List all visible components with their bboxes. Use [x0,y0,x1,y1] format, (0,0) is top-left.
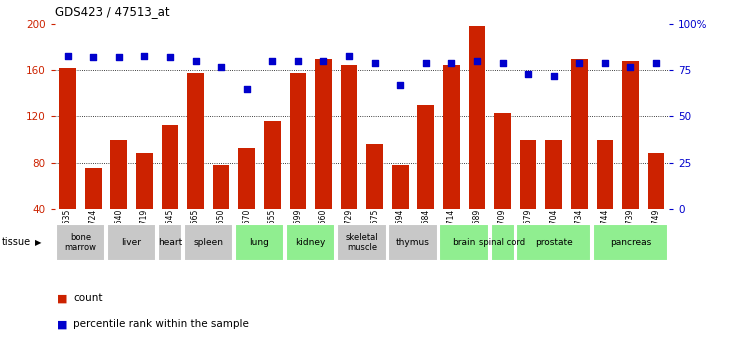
Text: spleen: spleen [193,238,224,247]
Point [292,58,303,64]
Bar [213,165,230,255]
Bar [494,113,511,255]
Point [368,60,380,66]
Bar [520,139,537,255]
Point [496,60,508,66]
Bar [187,72,204,255]
Text: count: count [73,294,102,303]
Bar [289,72,306,255]
Text: spinal cord: spinal cord [480,238,526,247]
Bar [417,105,434,255]
Text: kidney: kidney [295,238,326,247]
Bar [622,61,639,255]
Bar [516,224,591,260]
Bar [162,125,178,255]
Point [164,55,175,60]
Text: pancreas: pancreas [610,238,651,247]
Text: GDS423 / 47513_at: GDS423 / 47513_at [55,5,170,18]
Point [266,58,278,64]
Bar [238,148,255,255]
Point [522,71,534,77]
Bar [545,139,562,255]
Point [548,73,559,79]
Point [138,53,150,58]
Point [215,64,227,69]
Bar [59,68,76,255]
Point [317,58,329,64]
Bar [110,139,127,255]
Bar [596,139,613,255]
Bar [286,224,336,260]
Text: skeletal
muscle: skeletal muscle [346,233,378,252]
Bar [183,224,233,260]
Text: tissue: tissue [2,237,31,247]
Point [189,58,201,64]
Bar [264,121,281,255]
Point [599,60,610,66]
Text: prostate: prostate [535,238,572,247]
Bar [593,224,668,260]
Bar [235,224,284,260]
Text: liver: liver [121,238,142,247]
Bar [439,224,489,260]
Bar [469,27,485,255]
Bar [648,153,664,255]
Text: thymus: thymus [396,238,430,247]
Bar [392,165,409,255]
Bar [388,224,438,260]
Text: ▶: ▶ [35,238,42,247]
Point [240,86,252,91]
Bar [366,144,383,255]
Text: ■: ■ [57,294,67,303]
Point [343,53,355,58]
Point [445,60,457,66]
Text: heart: heart [158,238,182,247]
Bar [56,224,105,260]
Point [573,60,585,66]
Bar [107,224,156,260]
Text: brain: brain [452,238,476,247]
Bar [136,153,153,255]
Bar [491,224,515,260]
Bar [443,65,460,255]
Point [650,60,662,66]
Text: percentile rank within the sample: percentile rank within the sample [73,319,249,329]
Bar [341,65,357,255]
Bar [337,224,387,260]
Point [113,55,124,60]
Bar [315,59,332,255]
Bar [571,59,588,255]
Text: bone
marrow: bone marrow [64,233,96,252]
Point [420,60,431,66]
Bar [85,168,102,255]
Point [394,82,406,88]
Point [87,55,99,60]
Point [624,64,636,69]
Point [471,58,482,64]
Bar [158,224,182,260]
Text: ■: ■ [57,319,67,329]
Text: lung: lung [249,238,270,247]
Point [61,53,73,58]
